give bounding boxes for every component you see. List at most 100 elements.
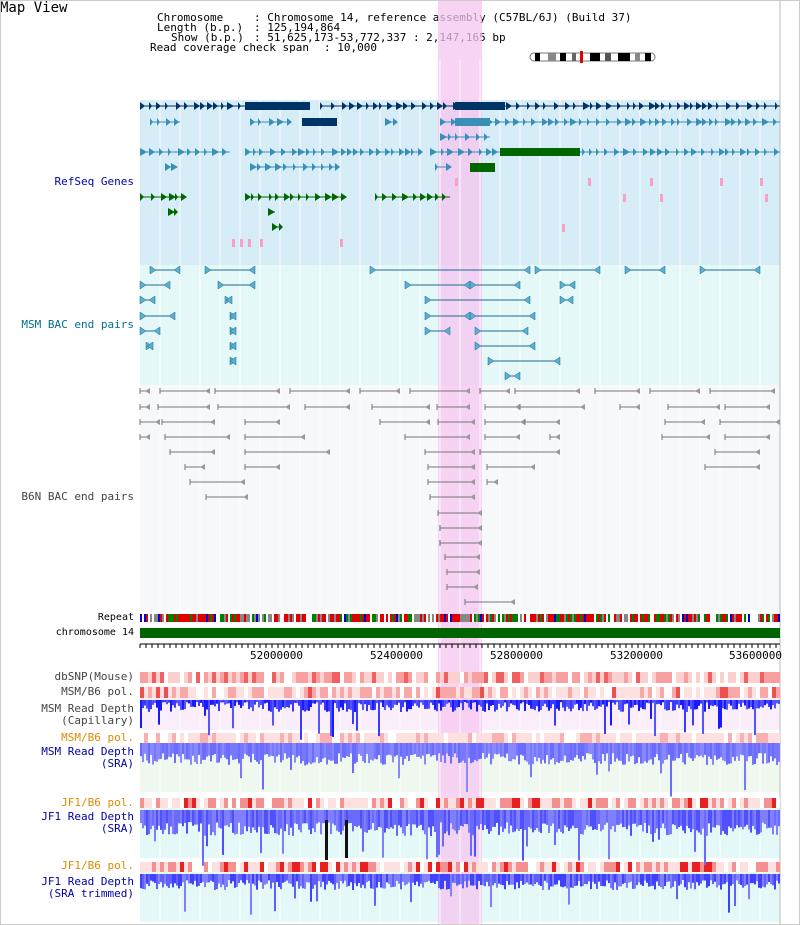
- track-label-msm-rd-sra[interactable]: MSM Read Depth: [41, 745, 134, 758]
- heat-cell: [724, 687, 728, 698]
- depth-bar: [306, 874, 308, 883]
- repeat-mark: [514, 614, 516, 622]
- depth-bar: [452, 874, 454, 883]
- heat-cell: [188, 733, 192, 743]
- depth-bar: [584, 874, 586, 884]
- depth-bar: [624, 743, 626, 765]
- heat-cell: [320, 733, 324, 743]
- depth-bar: [548, 743, 550, 765]
- gene-exon: [587, 118, 590, 126]
- repeat-mark: [288, 614, 290, 622]
- depth-bar: [724, 810, 726, 834]
- gene-exon: [650, 148, 656, 156]
- depth-bar: [612, 743, 614, 754]
- heat-cell: [520, 687, 524, 698]
- repeat-mark: [378, 614, 380, 622]
- heat-cell: [604, 733, 608, 743]
- heat-cell: [656, 798, 660, 808]
- gene-exon: [451, 118, 456, 126]
- heat-cell: [708, 798, 712, 808]
- depth-bar: [256, 700, 258, 703]
- depth-bar: [454, 810, 456, 831]
- heat-cell: [528, 862, 532, 872]
- depth-bar: [210, 743, 212, 762]
- depth-bar: [280, 700, 282, 710]
- heat-cell: [256, 672, 260, 683]
- b6n-bac-end: [515, 404, 520, 410]
- depth-bar: [286, 874, 288, 881]
- depth-bar: [698, 743, 700, 757]
- heat-cell: [740, 672, 744, 683]
- track-label-msm-b6-pol-1[interactable]: MSM/B6 pol.: [61, 685, 134, 698]
- depth-bar: [428, 743, 430, 754]
- depth-bar: [648, 874, 650, 887]
- depth-bar: [458, 874, 460, 885]
- heat-cell: [612, 862, 616, 872]
- heat-cell: [688, 798, 692, 808]
- depth-bar: [490, 810, 492, 832]
- track-label-msm-rd-cap[interactable]: MSM Read Depth: [41, 702, 134, 715]
- track-label-b6n-bac[interactable]: B6N BAC end pairs: [21, 490, 134, 503]
- depth-bar: [386, 874, 388, 883]
- repeat-mark: [386, 614, 388, 622]
- depth-bar: [592, 810, 594, 830]
- track-label-msm-b6-pol-2[interactable]: MSM/B6 pol.: [61, 731, 134, 744]
- depth-bar: [690, 810, 692, 833]
- heat-cell: [572, 798, 576, 808]
- depth-bar: [616, 700, 618, 703]
- heat-cell: [264, 733, 268, 743]
- heat-cell: [404, 687, 408, 698]
- track-label-refseq[interactable]: RefSeq Genes: [54, 175, 134, 188]
- depth-bar: [158, 810, 160, 826]
- depth-bar: [512, 810, 514, 833]
- track-label-dbsnp[interactable]: dbSNP(Mouse): [54, 670, 134, 683]
- repeat-mark: [178, 614, 180, 622]
- repeat-mark: [642, 614, 644, 622]
- heat-cell: [144, 862, 148, 872]
- depth-bar: [666, 743, 668, 760]
- depth-bar: [628, 874, 630, 883]
- gene-exon: [165, 102, 168, 110]
- heat-cell: [460, 862, 464, 872]
- gene-exon: [506, 102, 512, 110]
- heat-cell: [540, 798, 544, 808]
- heat-cell: [360, 733, 364, 743]
- depth-bar: [358, 743, 360, 754]
- depth-bar: [722, 743, 724, 761]
- depth-bar: [294, 743, 296, 763]
- heat-cell: [556, 733, 560, 743]
- depth-bar: [640, 810, 642, 825]
- track-label-jf1-b6-pol-1[interactable]: JF1/B6 pol.: [61, 796, 134, 809]
- repeat-mark: [608, 614, 610, 622]
- depth-bar: [260, 743, 262, 761]
- repeat-mark: [620, 614, 622, 622]
- depth-bar: [256, 810, 258, 833]
- depth-bar: [740, 700, 742, 707]
- heat-cell: [760, 687, 764, 698]
- repeat-mark: [242, 614, 244, 622]
- depth-bar: [226, 743, 228, 760]
- depth-bar: [140, 700, 142, 728]
- gene-exon: [570, 118, 577, 126]
- heat-cell: [288, 672, 292, 683]
- gene-exon: [458, 148, 465, 156]
- repeat-mark: [730, 614, 732, 622]
- track-label-msm-bac[interactable]: MSM BAC end pairs: [21, 318, 134, 331]
- gene-exon: [430, 102, 434, 110]
- depth-bar: [346, 810, 348, 827]
- repeat-mark: [366, 614, 368, 622]
- depth-bar: [264, 874, 266, 885]
- track-label-jf1-rd-sra[interactable]: JF1 Read Depth: [41, 810, 134, 823]
- track-label-jf1-b6-pol-2[interactable]: JF1/B6 pol.: [61, 859, 134, 872]
- depth-bar: [416, 874, 418, 882]
- gene-exon: [184, 102, 188, 110]
- depth-bar: [756, 700, 758, 709]
- heat-cell: [500, 733, 504, 743]
- gene-exon: [747, 148, 750, 156]
- track-label-jf1-rd-trim[interactable]: JF1 Read Depth: [41, 875, 134, 888]
- heat-cell: [188, 862, 192, 872]
- heat-cell: [392, 672, 396, 683]
- depth-bar: [760, 874, 762, 889]
- heat-cell: [680, 862, 684, 872]
